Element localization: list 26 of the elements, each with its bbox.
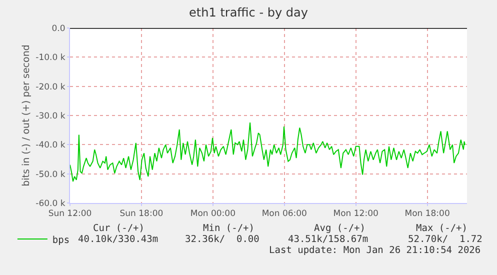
text: 32.36k/ 0.00 — [185, 234, 260, 245]
x-tick-label: Mon 12:00 — [333, 209, 378, 220]
text: Avg (-/+) — [314, 223, 366, 234]
chart-title: eth1 traffic - by day — [189, 6, 308, 20]
x-tick-label: Mon 06:00 — [262, 209, 307, 220]
line-series — [70, 122, 466, 182]
y-tick-label: -60.0 k — [36, 198, 66, 209]
text: 52.70k/ 1.72 — [408, 234, 482, 245]
y-tick-label: 0.0 — [52, 24, 66, 34]
text: 40.10k/330.43m — [78, 234, 158, 245]
text: Max (-/+) — [416, 223, 468, 234]
x-tick-label: Sun 18:00 — [120, 209, 164, 220]
y-tick-label: -40.0 k — [36, 140, 66, 151]
text: 43.51k/158.67m — [288, 234, 368, 245]
y-tick-label: -10.0 k — [36, 53, 66, 64]
y-axis-title: bits in (-) / out (+) per second — [20, 44, 32, 186]
text: Cur (-/+) — [93, 223, 144, 234]
y-tick-label: -20.0 k — [36, 82, 66, 92]
x-tick-label: Mon 00:00 — [190, 209, 236, 220]
text: Min (-/+) — [203, 223, 254, 234]
y-tick-label: -50.0 k — [36, 170, 66, 180]
x-tick-label: Mon 18:00 — [404, 209, 450, 220]
text: Last update: Mon Jan 26 21:10:54 2026 — [269, 245, 481, 256]
x-tick-label: Sun 12:00 — [48, 209, 92, 220]
legend-label: bps — [52, 234, 70, 246]
y-tick-label: -30.0 k — [36, 111, 66, 122]
